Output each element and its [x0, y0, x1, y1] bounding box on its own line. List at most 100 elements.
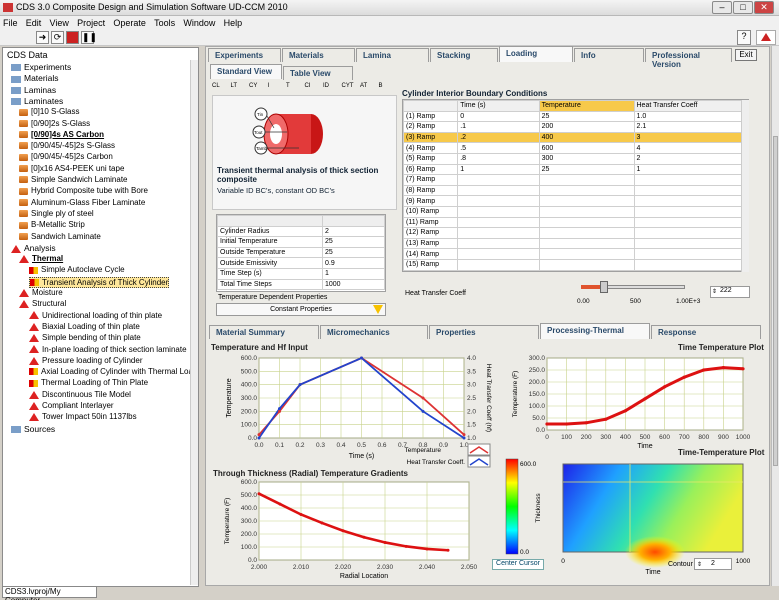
tree-item[interactable]: Sandwich Laminate [19, 232, 101, 243]
load-tool-6[interactable]: ID [323, 83, 329, 89]
tree-item[interactable]: Compliant Interlayer [29, 401, 114, 412]
load-tool-5[interactable]: CI [304, 83, 311, 89]
bc-row[interactable]: (9) Ramp [402, 195, 743, 207]
load-tool-2[interactable]: CY [249, 83, 258, 89]
bc-row[interactable]: (11) Ramp [402, 216, 743, 229]
tree-item[interactable]: Discontinuous Tile Model [29, 390, 131, 401]
load-tool-0[interactable]: CL [212, 83, 220, 89]
htc-slider-thumb[interactable] [599, 281, 608, 293]
bc-cell[interactable] [457, 258, 540, 271]
minimize-button[interactable]: – [712, 1, 732, 14]
bc-cell[interactable]: 600 [538, 142, 635, 154]
bc-cell[interactable]: 3 [633, 131, 743, 144]
tab-properties[interactable]: Properties [429, 325, 539, 339]
tab-standard-view[interactable]: Standard View [210, 64, 282, 79]
bc-cell[interactable] [457, 184, 540, 197]
tree-item[interactable]: Thermal Loading of Thin Plate [29, 378, 148, 389]
tree-item[interactable]: Axial Loading of Cylinder with Thermal L… [29, 367, 197, 378]
tab-table-view[interactable]: Table View [283, 66, 353, 80]
bc-cell[interactable]: 1 [457, 163, 540, 176]
tab-loading[interactable]: Loading [499, 46, 573, 62]
bc-row[interactable]: (13) Ramp [402, 237, 743, 250]
tab-stacking[interactable]: Stacking [430, 48, 498, 62]
bc-cell[interactable]: 25 [538, 110, 635, 123]
tree-item[interactable]: Materials [11, 73, 58, 84]
bc-cell[interactable] [633, 237, 743, 250]
bc-cell[interactable]: 2.1 [633, 121, 743, 133]
temp-props-select[interactable]: Constant Properties [216, 303, 386, 316]
tree-item[interactable]: Hybrid Composite tube with Bore [19, 186, 148, 197]
bc-row[interactable]: (2) Ramp .1 200 2.1 [402, 121, 743, 133]
htc-stepper-icon[interactable]: ⇕ [712, 289, 718, 295]
tree-item[interactable]: Sources [11, 424, 55, 435]
tree-item[interactable]: Simple Sandwich Laminate [19, 175, 128, 186]
bc-row[interactable]: (4) Ramp .5 600 4 [402, 142, 743, 154]
tab-experiments[interactable]: Experiments [208, 48, 281, 62]
bc-cell[interactable]: 300 [538, 152, 635, 165]
bc-row[interactable]: (15) Ramp [402, 258, 743, 271]
load-tool-1[interactable]: LT [230, 83, 238, 89]
abort-icon[interactable] [66, 31, 79, 44]
bc-cell[interactable]: 25 [538, 163, 635, 176]
tree-item[interactable]: Unidirectional loading of thin plate [29, 311, 162, 322]
bc-cell[interactable]: .5 [457, 142, 540, 154]
bc-cell[interactable]: 1 [633, 163, 743, 176]
close-button[interactable]: ✕ [754, 1, 774, 14]
bc-cell[interactable] [633, 258, 743, 271]
tree-item[interactable]: B-Metallic Strip [19, 220, 85, 231]
tree-item[interactable]: Tower Impact 50in 1137lbs [29, 412, 137, 423]
bc-cell[interactable] [538, 205, 635, 218]
bc-row[interactable]: (5) Ramp .8 300 2 [402, 152, 743, 165]
menu-help[interactable]: Help [223, 18, 243, 28]
bc-cell[interactable] [538, 174, 635, 186]
bc-cell[interactable] [538, 227, 635, 239]
run-arrow-icon[interactable]: ➜ [36, 31, 49, 44]
bc-row[interactable]: (1) Ramp 0 25 1.0 [402, 110, 743, 123]
param-value[interactable]: 25 [322, 246, 385, 259]
tree-item[interactable]: Analysis [11, 243, 56, 254]
tab-micromechanics[interactable]: Micromechanics [320, 325, 428, 339]
tree-item[interactable]: Transient Analysis of Thick Cylinder [29, 276, 170, 288]
bc-cell[interactable] [457, 216, 540, 229]
bc-row[interactable]: (14) Ramp [402, 248, 743, 260]
bc-cell[interactable] [633, 216, 743, 229]
bc-cell[interactable]: .8 [457, 152, 540, 165]
tab-professional-version[interactable]: Professional Version [645, 48, 732, 69]
maximize-button[interactable]: □ [733, 1, 753, 14]
param-value[interactable]: 25 [322, 236, 385, 248]
bc-cell[interactable] [457, 174, 540, 186]
tree-item[interactable]: [0/90/45/-45]2s Carbon [19, 152, 113, 163]
tree-scrollbar[interactable] [190, 60, 198, 585]
menu-view[interactable]: View [49, 18, 69, 28]
tree-item[interactable]: Experiments [11, 62, 71, 73]
menu-file[interactable]: File [3, 18, 18, 28]
tree-item[interactable]: In-plane loading of thick section lamina… [29, 345, 187, 356]
tree-item[interactable]: Simple bending of thin plate [29, 333, 141, 344]
bc-cell[interactable] [633, 227, 743, 239]
htc-value-field[interactable]: 222 ⇕ [710, 286, 750, 298]
bc-cell[interactable]: 1.0 [633, 110, 743, 123]
bc-scrollbar[interactable] [741, 100, 749, 272]
run-continuous-icon[interactable]: ⟳ [51, 31, 64, 44]
contour-stepper-icon[interactable]: ⇕ [697, 562, 703, 568]
bc-row[interactable]: (10) Ramp [402, 205, 743, 218]
tree-item[interactable]: [0]10 S-Glass [19, 107, 79, 118]
bc-cell[interactable] [538, 237, 635, 250]
bc-cell[interactable]: .2 [457, 131, 540, 144]
load-tool-4[interactable]: T [286, 83, 290, 89]
bc-cell[interactable] [457, 205, 540, 218]
bc-cell[interactable]: 400 [538, 131, 635, 144]
param-value[interactable]: 2 [322, 225, 385, 238]
tab-materials[interactable]: Materials [282, 48, 355, 62]
menu-tools[interactable]: Tools [154, 18, 176, 28]
tree-item[interactable]: Laminas [11, 85, 56, 96]
bc-cell[interactable] [633, 248, 743, 260]
bc-cell[interactable] [457, 248, 540, 260]
load-tool-3[interactable]: I [267, 83, 270, 89]
bc-cell[interactable] [538, 258, 635, 271]
bc-cell[interactable] [538, 195, 635, 207]
pause-icon[interactable]: ❚❚ [81, 31, 98, 44]
tree-item[interactable]: Simple Autoclave Cycle [29, 265, 125, 276]
bc-row[interactable]: (7) Ramp [402, 174, 743, 186]
load-tool-8[interactable]: AT [360, 83, 368, 89]
